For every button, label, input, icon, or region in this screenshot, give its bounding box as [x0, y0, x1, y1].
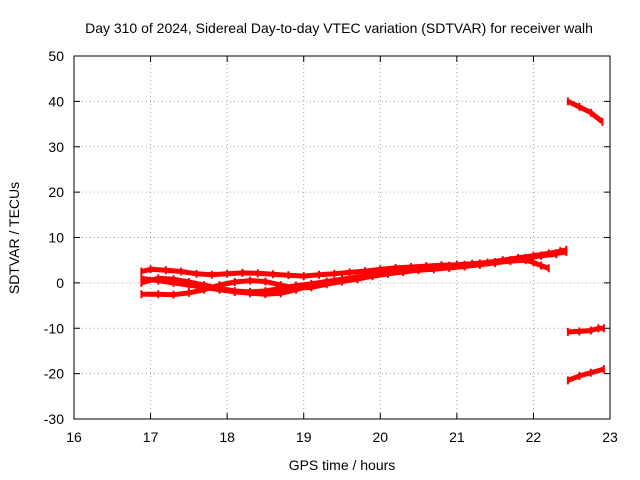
- x-tick-label: 22: [526, 429, 542, 445]
- x-tick-label: 17: [143, 429, 159, 445]
- x-axis-label: GPS time / hours: [289, 457, 396, 473]
- ticks: 16 17 18 19 20 21 22 23 -30 -20 -10 0 10 20 30 40 50: [44, 48, 618, 445]
- y-tick-label: 0: [56, 275, 64, 291]
- series-line-5: [566, 99, 604, 124]
- y-tick-label: 40: [48, 93, 64, 109]
- x-tick-label: 18: [219, 429, 235, 445]
- y-tick-label: 20: [48, 184, 64, 200]
- x-tick-label: 23: [602, 429, 618, 445]
- series-line-4: [140, 251, 557, 295]
- y-tick-label: 10: [48, 230, 64, 246]
- x-tick-label: 21: [449, 429, 465, 445]
- chart-title: Day 310 of 2024, Sidereal Day-to-day VTE…: [85, 20, 593, 36]
- y-axis-label: SDTVAR / TECUs: [6, 182, 22, 294]
- grid: [74, 56, 610, 419]
- y-tick-label: -20: [44, 366, 64, 382]
- series-line-7: [566, 366, 605, 383]
- y-tick-label: -30: [44, 411, 64, 427]
- x-tick-label: 20: [372, 429, 388, 445]
- y-tick-label: 30: [48, 139, 64, 155]
- x-tick-label: 16: [66, 429, 82, 445]
- series-layer: [140, 97, 605, 385]
- y-tick-label: 50: [48, 48, 64, 64]
- y-tick-label: -10: [44, 320, 64, 336]
- x-tick-label: 19: [296, 429, 312, 445]
